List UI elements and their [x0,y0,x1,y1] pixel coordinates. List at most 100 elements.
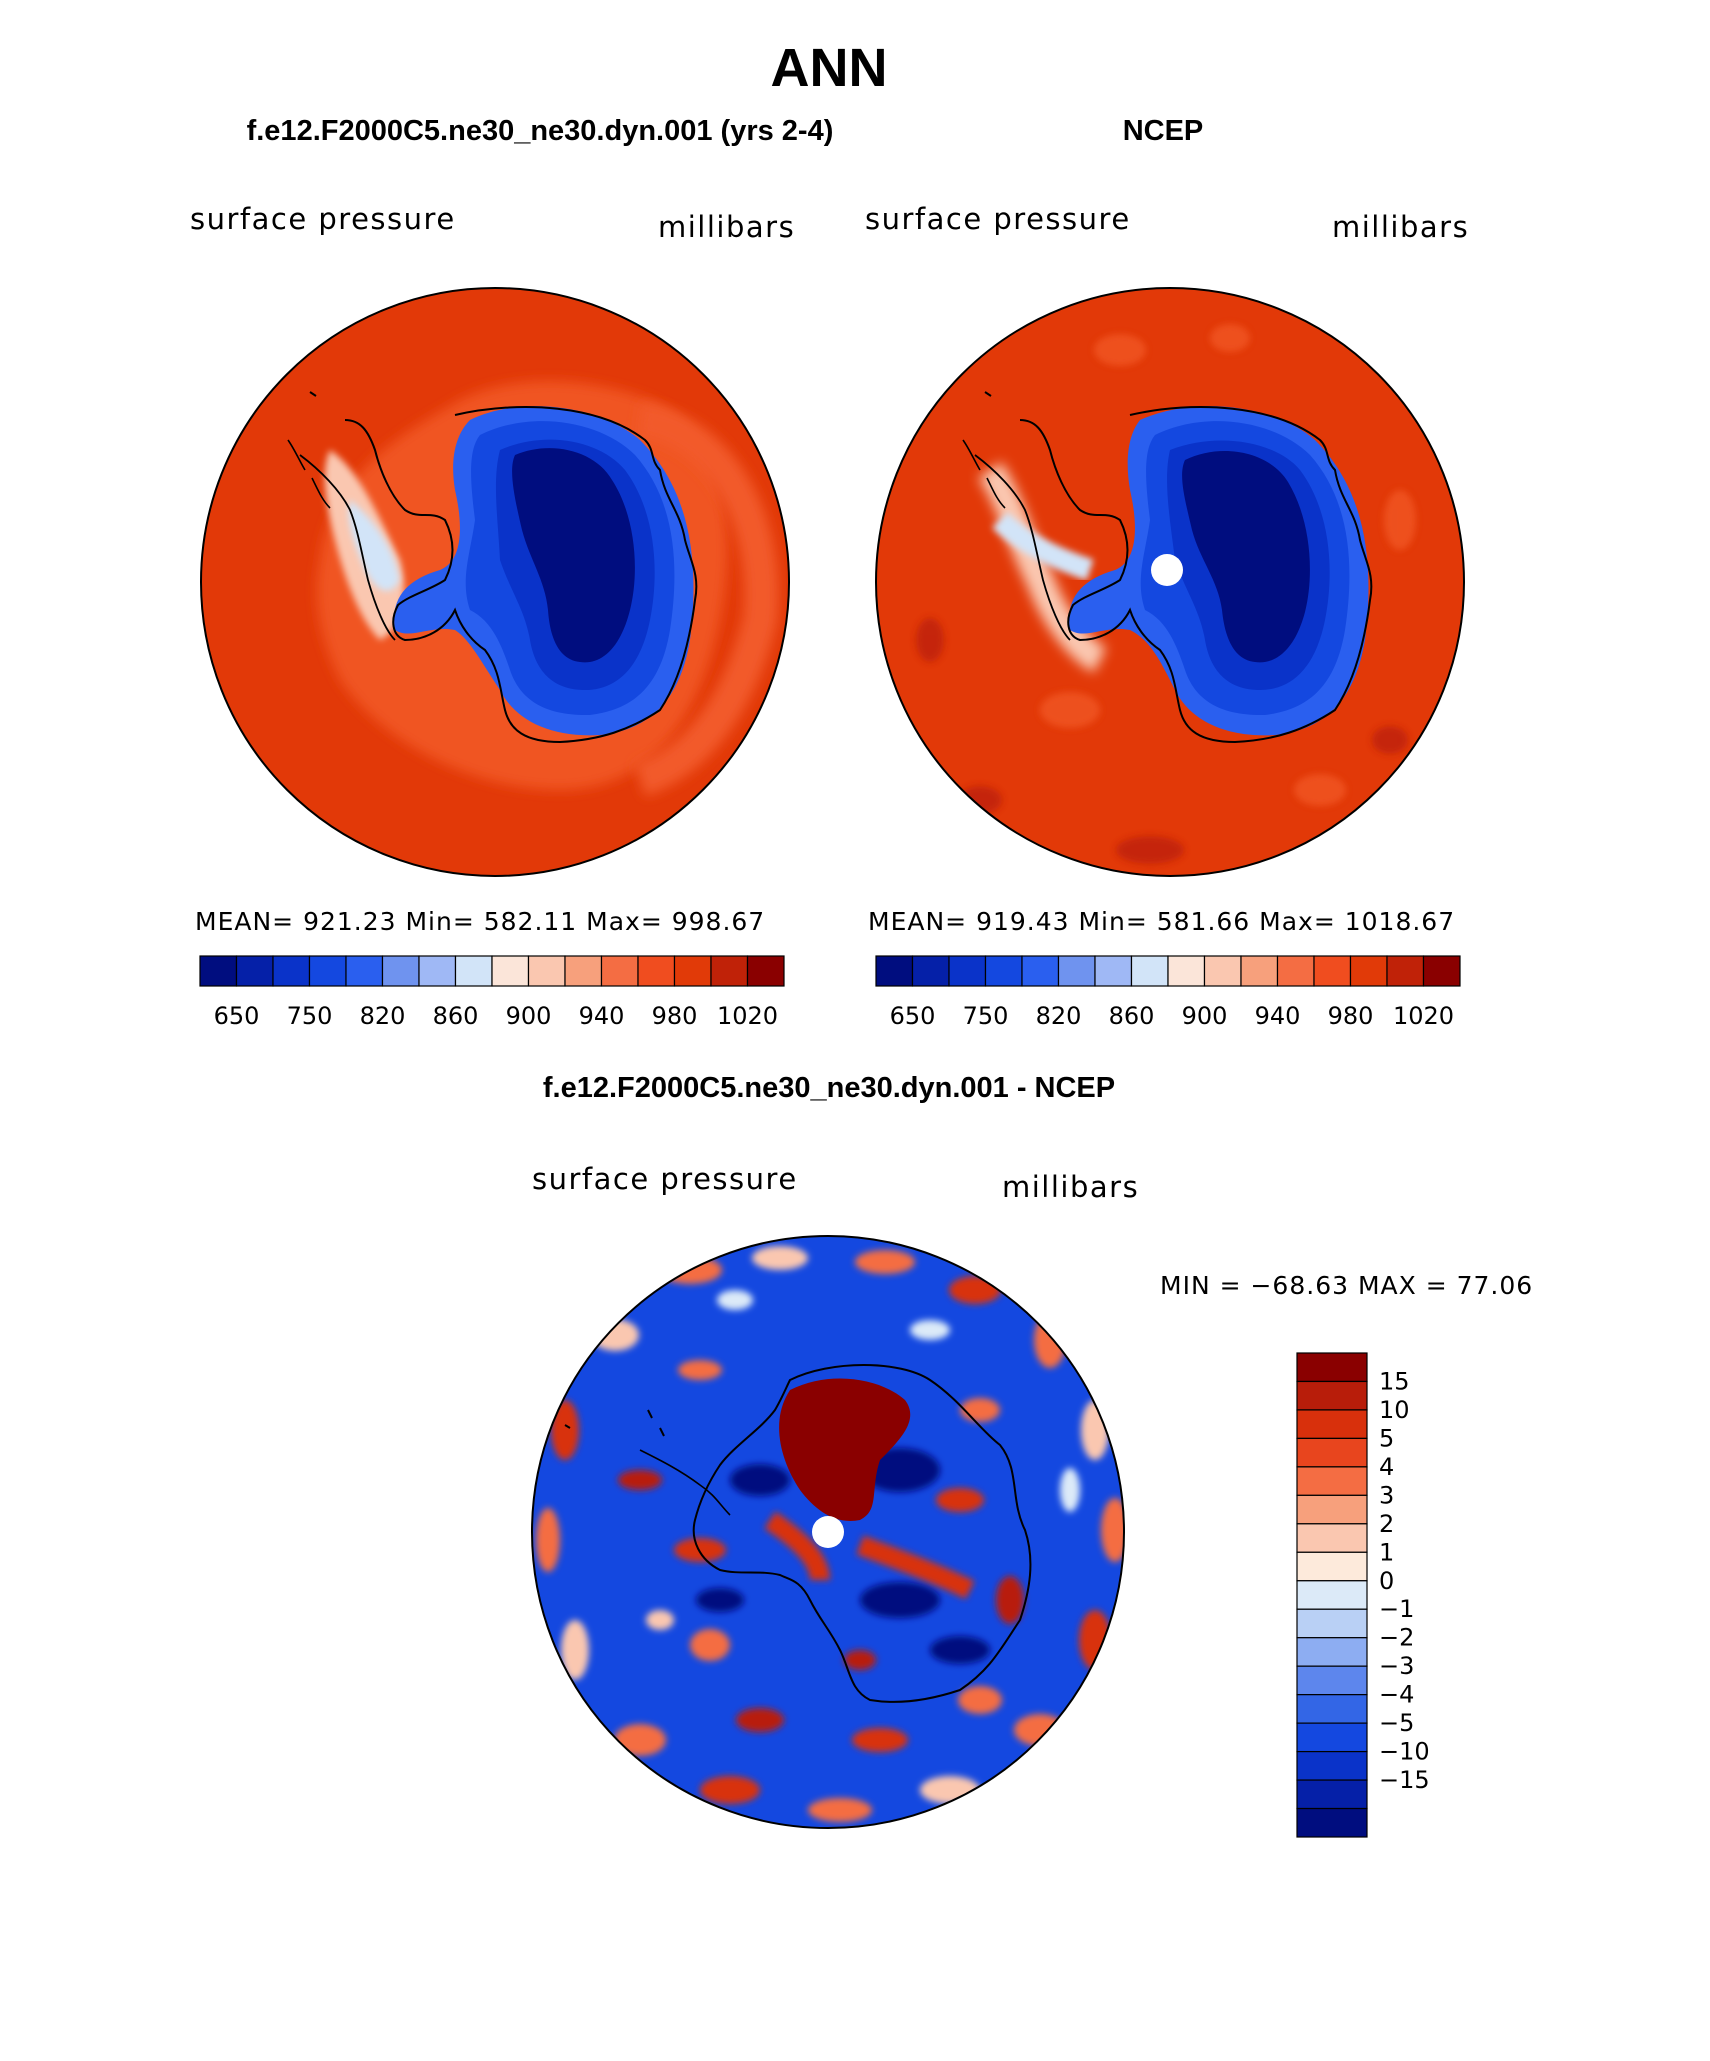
panel-obs-variable-label: surface pressure [865,202,1131,236]
panel-diff-colorbar-tick-label: 0 [1379,1567,1394,1595]
panel-diff-field-anomaly [536,1508,560,1572]
panel-obs-colorbar-tick-label: 750 [963,1002,1009,1030]
panel-diff-colorbar-box [1296,1466,1368,1496]
panel-diff-units-label: millibars [1002,1170,1139,1204]
panel-model-colorbar-box [454,955,493,987]
panel-obs-colorbar-box [948,955,987,987]
panel-obs-colorbar-tick-label: 900 [1182,1002,1228,1030]
panel-diff-field-anomaly [618,1470,662,1490]
panel-diff-field-anomaly [936,1488,984,1512]
panel-obs-colorbar-box [911,955,950,987]
panel-diff-colorbar-tick-label: −15 [1379,1766,1430,1794]
panel-model-colorbar-box [637,955,676,987]
panel-obs-title: NCEP [1123,115,1204,147]
panel-obs-colorbar-box [1240,955,1279,987]
panel-diff-colorbar-tick-label: −2 [1379,1624,1414,1652]
panel-obs-map [876,288,1464,876]
panel-diff-colorbar-tick-label: −3 [1379,1652,1414,1680]
panel-model-colorbar-tick-label: 940 [579,1002,625,1030]
panel-obs: NCEP surface pressure millibars [865,115,1469,1030]
panel-obs-colorbar-box [1021,955,1060,987]
panel-diff-field-anomaly [920,1776,980,1804]
panel-model-colorbar-tick-label: 900 [506,1002,552,1030]
panel-model-colorbar-box [381,955,420,987]
panel-diff-field-anomaly [736,1708,784,1732]
panel-model-variable-label: surface pressure [190,202,456,236]
panel-model-colorbar-tick-label: 820 [360,1002,406,1030]
panel-model: f.e12.F2000C5.ne30_ne30.dyn.001 (yrs 2-4… [190,115,833,1030]
panel-diff-field-anomaly [860,1582,940,1618]
panel-obs-colorbar-box [1130,955,1169,987]
panel-diff-colorbar-box [1296,1523,1368,1553]
panel-obs-colorbar-tick-label: 980 [1328,1002,1374,1030]
panel-diff-colorbar-box [1296,1608,1368,1639]
panel-obs-colorbar-tick-label: 860 [1109,1002,1155,1030]
panel-model-colorbar-box [345,955,384,987]
panel-diff-field-anomaly [646,1610,674,1630]
main-title: ANN [771,38,888,98]
panel-diff-colorbar-box [1296,1779,1368,1810]
panel-model-colorbar-box [673,955,712,987]
panel-diff-colorbar-box [1296,1352,1368,1383]
panel-diff-colorbar-tick-label: −10 [1379,1738,1430,1766]
panel-diff-field-anomaly [808,1798,872,1822]
panel-diff-colorbar-box [1296,1494,1368,1525]
panel-diff-field-anomaly [1060,1468,1080,1512]
panel-model-title: f.e12.F2000C5.ne30_ne30.dyn.001 (yrs 2-4… [247,115,834,147]
panel-model-colorbar-box [199,955,238,987]
panel-diff-colorbar-box [1296,1380,1368,1411]
panel-diff-colorbar-tick-label: −4 [1379,1681,1414,1709]
panel-diff-field-anomaly [930,1636,990,1664]
panel-obs-colorbar-tick-label: 820 [1036,1002,1082,1030]
panel-diff-colorbar-tick-label: 4 [1379,1453,1394,1481]
panel-obs-colorbar-box [1057,955,1096,987]
panel-diff-field-anomaly [1081,1400,1109,1460]
panel-diff-colorbar-box [1296,1807,1368,1838]
panel-obs-colorbar-box [1386,955,1425,987]
panel-diff-field-anomaly [910,1320,950,1340]
panel-diff-field-anomaly [561,1620,589,1680]
panel-diff-field-anomaly [996,1576,1024,1624]
panel-model-colorbar: 650 750 820 860 900 940 980 1020 [199,955,785,1030]
panel-diff-colorbar-tick-label: 5 [1379,1424,1394,1452]
panel-diff-field-anomaly [696,1588,744,1612]
panel-model-colorbar-box [418,955,457,987]
panel-model-colorbar-box [308,955,347,987]
panel-model-map-border [200,287,790,877]
panel-diff-field-anomaly [855,1250,915,1274]
panel-obs-colorbar: 650 750 820 860 900 940 980 1020 [875,955,1461,1030]
panel-model-colorbar-tick-label: 1020 [717,1002,778,1030]
panel-obs-colorbar-box [1094,955,1133,987]
panel-diff-field-anomaly [690,1629,730,1661]
panel-obs-colorbar-tick-label: 1020 [1393,1002,1454,1030]
panel-obs-colorbar-box [1313,955,1352,987]
panel-diff-field-anomaly [852,1728,908,1752]
panel-diff-colorbar-tick-label: 3 [1379,1481,1394,1509]
panel-obs-colorbar-box [1349,955,1388,987]
panel-diff-colorbar-box [1296,1694,1368,1724]
panel-diff-field-anomaly [674,1538,726,1562]
panel-obs-colorbar-box [875,955,914,987]
panel-obs-colorbar-box [1422,955,1461,987]
panel-model-colorbar-box [710,955,749,987]
panel-diff-colorbar-box [1296,1437,1368,1468]
panel-obs-colorbar-tick-label: 650 [890,1002,936,1030]
panel-obs-units-label: millibars [1332,210,1469,244]
panel-diff-field-anomaly [614,1724,666,1756]
panel-obs-map-border [875,287,1465,877]
panel-diff-map-border [531,1235,1125,1829]
panel-diff-field-anomaly [678,1360,722,1380]
panel-obs-stats: MEAN= 919.43 Min= 581.66 Max= 1018.67 [868,907,1455,936]
panel-model-colorbar-box [491,955,530,987]
panel-diff-colorbar-box [1296,1409,1368,1440]
panel-model-colorbar-box [272,955,311,987]
panel-obs-colorbar-box [984,955,1023,987]
panel-diff-colorbar-box [1296,1580,1368,1610]
panel-model-colorbar-box [600,955,639,987]
panel-diff-colorbar-box [1296,1665,1368,1696]
panel-diff-title: f.e12.F2000C5.ne30_ne30.dyn.001 - NCEP [543,1072,1115,1104]
panel-diff-field-anomaly [551,1400,579,1460]
panel-model-colorbar-box [746,955,785,987]
panel-diff-field-anomaly [752,1246,808,1270]
